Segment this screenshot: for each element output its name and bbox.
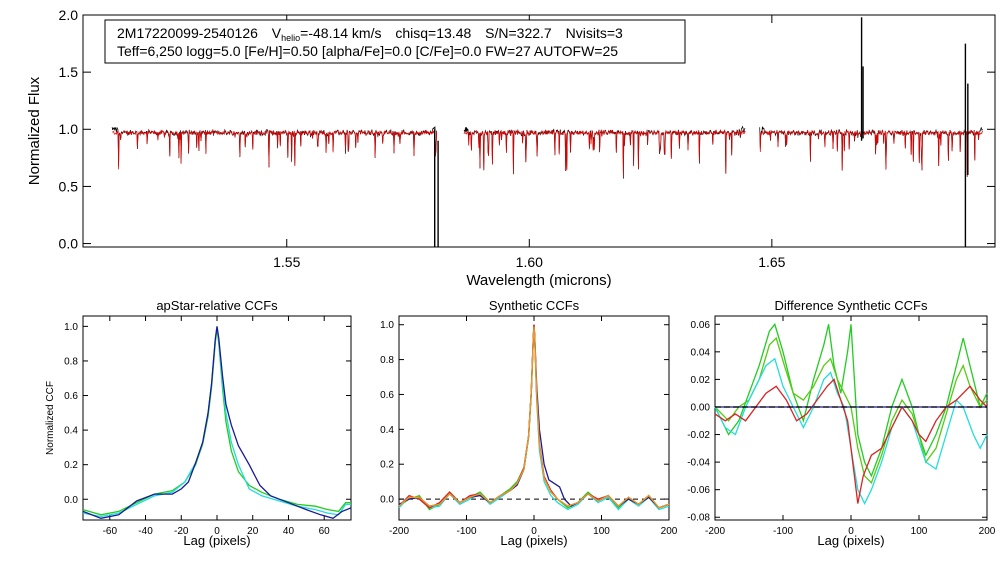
x-tick-label: 0 — [214, 526, 220, 537]
legend-v-value: =-48.14 km/s — [300, 25, 381, 41]
y-tick-label: -0.06 — [687, 485, 710, 496]
series-line-visit-1 — [398, 326, 670, 511]
x-tick-label: 100 — [911, 526, 928, 537]
legend-chisq: chisq=13.48 — [395, 25, 471, 41]
series-line-visit-3 — [398, 324, 670, 509]
y-tick-label: 0.6 — [380, 390, 394, 401]
x-tick-label: -100 — [773, 526, 793, 537]
y-tick-label: -0.08 — [687, 513, 710, 524]
y-tick-label: 1.5 — [59, 64, 79, 80]
plot-frame — [82, 315, 352, 521]
difference-ccf-panel: -200 -100 0 100 200 -0.08 -0.06 -0.04 -0.02 0.00 0… — [687, 298, 996, 548]
spectrum-legend: 2M17220099-2540126 Vhelio=-48.14 km/s ch… — [104, 19, 686, 64]
y-tick-label: 1.0 — [59, 121, 79, 137]
y-tick-label: -0.04 — [687, 458, 710, 469]
series-line-visit-2 — [398, 328, 670, 511]
y-tick-label: 0.00 — [691, 402, 711, 413]
series-line-visit-1 — [82, 328, 351, 516]
series-line-diff-1 — [714, 322, 988, 478]
legend-star: 2M17220099-2540126 — [117, 25, 258, 41]
panel-title: Difference Synthetic CCFs — [775, 298, 928, 313]
legend-line-2: Teff=6,250 logg=5.0 [Fe/H]=0.50 [alpha/F… — [117, 43, 618, 59]
y-tick-label: 0.02 — [691, 375, 711, 386]
y-tick-label: 0.8 — [64, 356, 78, 367]
x-tick-label: 0 — [848, 526, 854, 537]
y-tick-label: 1.0 — [64, 322, 78, 333]
x-tick-label: -200 — [705, 526, 725, 537]
x-tick-label: 40 — [283, 526, 295, 537]
series-line-diff-3 — [714, 357, 988, 505]
y-tick-label: 0.5 — [59, 178, 79, 194]
series-line-diff-4 — [714, 378, 988, 504]
x-tick-label: 200 — [979, 526, 996, 537]
y-tick-label: 0.4 — [380, 425, 394, 436]
series-line-visit-5 — [398, 326, 670, 509]
spectrum-panel: 1.55 1.60 1.65 0.0 0.5 1.0 1.5 2.0 Wavelength (m… — [26, 7, 996, 289]
y-tick-label: 0.2 — [64, 460, 78, 471]
x-tick-label: -200 — [389, 526, 409, 537]
legend-snr: S/N=322.7 — [485, 25, 552, 41]
y-tick-label: 0.0 — [380, 495, 394, 506]
y-tick-label: 0.04 — [691, 347, 711, 358]
apstar-ccf-panel: -60 -40 -20 0 20 40 60 0.0 0.2 0.4 0.6 0.8 1.0 Lag (p… — [45, 298, 352, 548]
x-tick-label: 0 — [531, 526, 537, 537]
y-tick-label: 0.0 — [64, 495, 78, 506]
y-tick-label: 0.2 — [380, 460, 394, 471]
series-line-diff-2 — [714, 336, 988, 484]
plot-frame — [398, 315, 670, 521]
x-tick-label: 60 — [319, 526, 331, 537]
x-axis-label: Lag (pixels) — [500, 533, 567, 548]
plot-frame — [714, 315, 988, 521]
plot-frame — [82, 14, 996, 248]
x-axis-label: Lag (pixels) — [817, 533, 884, 548]
x-tick-label: 200 — [661, 526, 678, 537]
x-tick-label: -60 — [103, 526, 118, 537]
legend-line-1: 2M17220099-2540126 Vhelio=-48.14 km/s ch… — [117, 25, 623, 43]
y-tick-label: 0.4 — [64, 426, 78, 437]
y-axis-label: Normalized Flux — [26, 76, 43, 185]
x-tick-label: 1.60 — [516, 254, 543, 270]
synthetic-ccf-panel: -200 -100 0 100 200 0.0 0.2 0.4 0.6 0.8 1.0 Lag (pi… — [380, 298, 678, 548]
series-line-visit-3 — [82, 326, 352, 520]
y-tick-label: -0.02 — [687, 430, 710, 441]
panel-title: apStar-relative CCFs — [156, 298, 278, 313]
y-tick-label: 0.06 — [691, 320, 711, 331]
series-line-visit-4 — [398, 324, 670, 509]
model-spectrum-chip-2 — [463, 129, 746, 178]
model-spectrum-chip-3 — [759, 129, 983, 176]
x-tick-label: -100 — [456, 526, 476, 537]
legend-v-sub: helio — [281, 33, 300, 43]
x-tick-label: 100 — [593, 526, 610, 537]
y-tick-label: 0.6 — [64, 391, 78, 402]
y-axis-label: Normalized CCF — [45, 381, 56, 455]
panel-title: Synthetic CCFs — [489, 298, 580, 313]
y-tick-label: 2.0 — [59, 7, 79, 23]
x-tick-label: 20 — [247, 526, 259, 537]
series-line-visit-2 — [82, 326, 351, 518]
model-spectrum-chip-1 — [112, 129, 438, 170]
x-tick-label: -20 — [174, 526, 189, 537]
x-tick-label: -40 — [138, 526, 153, 537]
legend-nvisits: Nvisits=3 — [566, 25, 623, 41]
y-tick-label: 0.8 — [380, 355, 394, 366]
legend-box — [104, 19, 686, 64]
x-tick-label: 1.55 — [273, 254, 300, 270]
y-tick-label: 1.0 — [380, 320, 394, 331]
x-axis-label: Wavelength (microns) — [466, 272, 611, 289]
legend-v-label: V — [272, 25, 282, 41]
y-tick-label: 0.0 — [59, 235, 79, 251]
x-axis-label: Lag (pixels) — [183, 533, 250, 548]
x-tick-label: 1.65 — [758, 254, 785, 270]
